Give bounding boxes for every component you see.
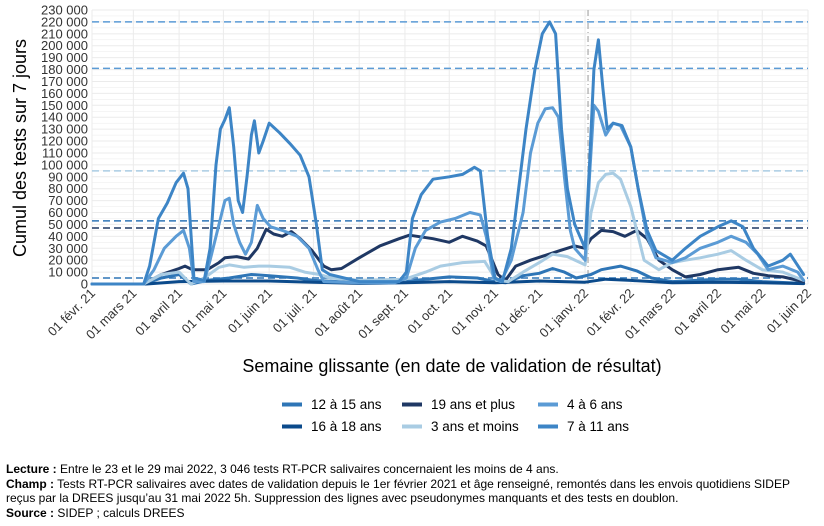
series-line [90,20,806,286]
legend-label: 7 à 11 ans [567,419,629,434]
champ-note: Champ : Tests RT-PCR salivaires avec dat… [6,477,818,506]
y-tick-label: 230 000 [41,3,88,18]
legend-label: 19 ans et plus [431,397,515,412]
legend-label: 3 ans et moins [431,419,519,434]
champ-text: Tests RT-PCR salivaires avec dates de va… [6,476,790,506]
legend-label: 4 à 6 ans [567,397,623,412]
legend: 12 à 15 ans 16 à 18 ans 19 ans et plus 3 an… [282,397,629,434]
series-lines [90,20,806,286]
x-tick-label: 01 mai 21 [179,286,230,337]
legend-label: 16 à 18 ans [311,419,382,434]
source-note: Source : SIDEP ; calculs DREES [6,506,818,521]
x-axis-title: Semaine glissante (en date de validation… [242,356,661,376]
series-line [90,171,806,286]
y-tick-label: 10 000 [48,265,88,280]
y-tick-label: 0 [81,277,88,292]
y-tick-label: 20 000 [48,253,88,268]
y-tick-label: 170 000 [41,74,88,89]
x-tick-label: 01 mai 22 [717,286,768,337]
x-tick-label: 01 janv. 22 [536,286,591,341]
source-text: SIDEP ; calculs DREES [54,505,185,520]
y-tick-label: 90 000 [48,169,88,184]
x-tick-label: 01 sept. 21 [355,286,411,342]
y-tick-label: 130 000 [41,122,88,137]
x-tick-label: 01 oct. 21 [404,286,455,337]
y-tick-label: 140 000 [41,110,88,125]
y-tick-label: 30 000 [48,241,88,256]
lecture-label: Lecture : [6,462,57,476]
y-tick-label: 110 000 [42,145,88,160]
y-tick-label: 70 000 [48,193,88,208]
chart-notes: Lecture : Entre le 23 et le 29 mai 2022,… [6,462,818,520]
x-tick-label: 01 juin 22 [764,286,814,336]
y-tick-label: 180 000 [41,62,88,77]
lecture-text: Entre le 23 et le 29 mai 2022, 3 046 tes… [56,462,559,476]
x-tick-label: 01 juin 21 [225,286,275,336]
y-axis-title: Cumul des tests sur 7 jours [10,39,30,257]
source-label: Source : [6,505,55,520]
y-tick-label: 150 000 [41,98,88,113]
series-line [90,227,806,286]
y-tick-label: 50 000 [48,217,88,232]
legend-label: 12 à 15 ans [311,397,382,412]
y-tick-label: 40 000 [48,229,88,244]
y-tick-label: 190 000 [41,50,88,65]
x-tick-label: 01 avril 21 [132,286,185,339]
y-tick-label: 200 000 [41,38,88,53]
y-tick-label: 210 000 [41,26,88,41]
y-tick-label: 220 000 [41,14,88,29]
lecture-note: Lecture : Entre le 23 et le 29 mai 2022,… [6,462,818,477]
y-tick-label: 60 000 [48,205,88,220]
y-tick-label: 80 000 [48,181,88,196]
y-tick-label: 160 000 [41,86,88,101]
champ-label: Champ : [6,476,54,491]
y-tick-label: 120 000 [41,134,88,149]
y-tick-label: 100 000 [41,157,88,172]
series-line [90,277,806,286]
x-tick-label: 01 avril 22 [671,286,724,339]
